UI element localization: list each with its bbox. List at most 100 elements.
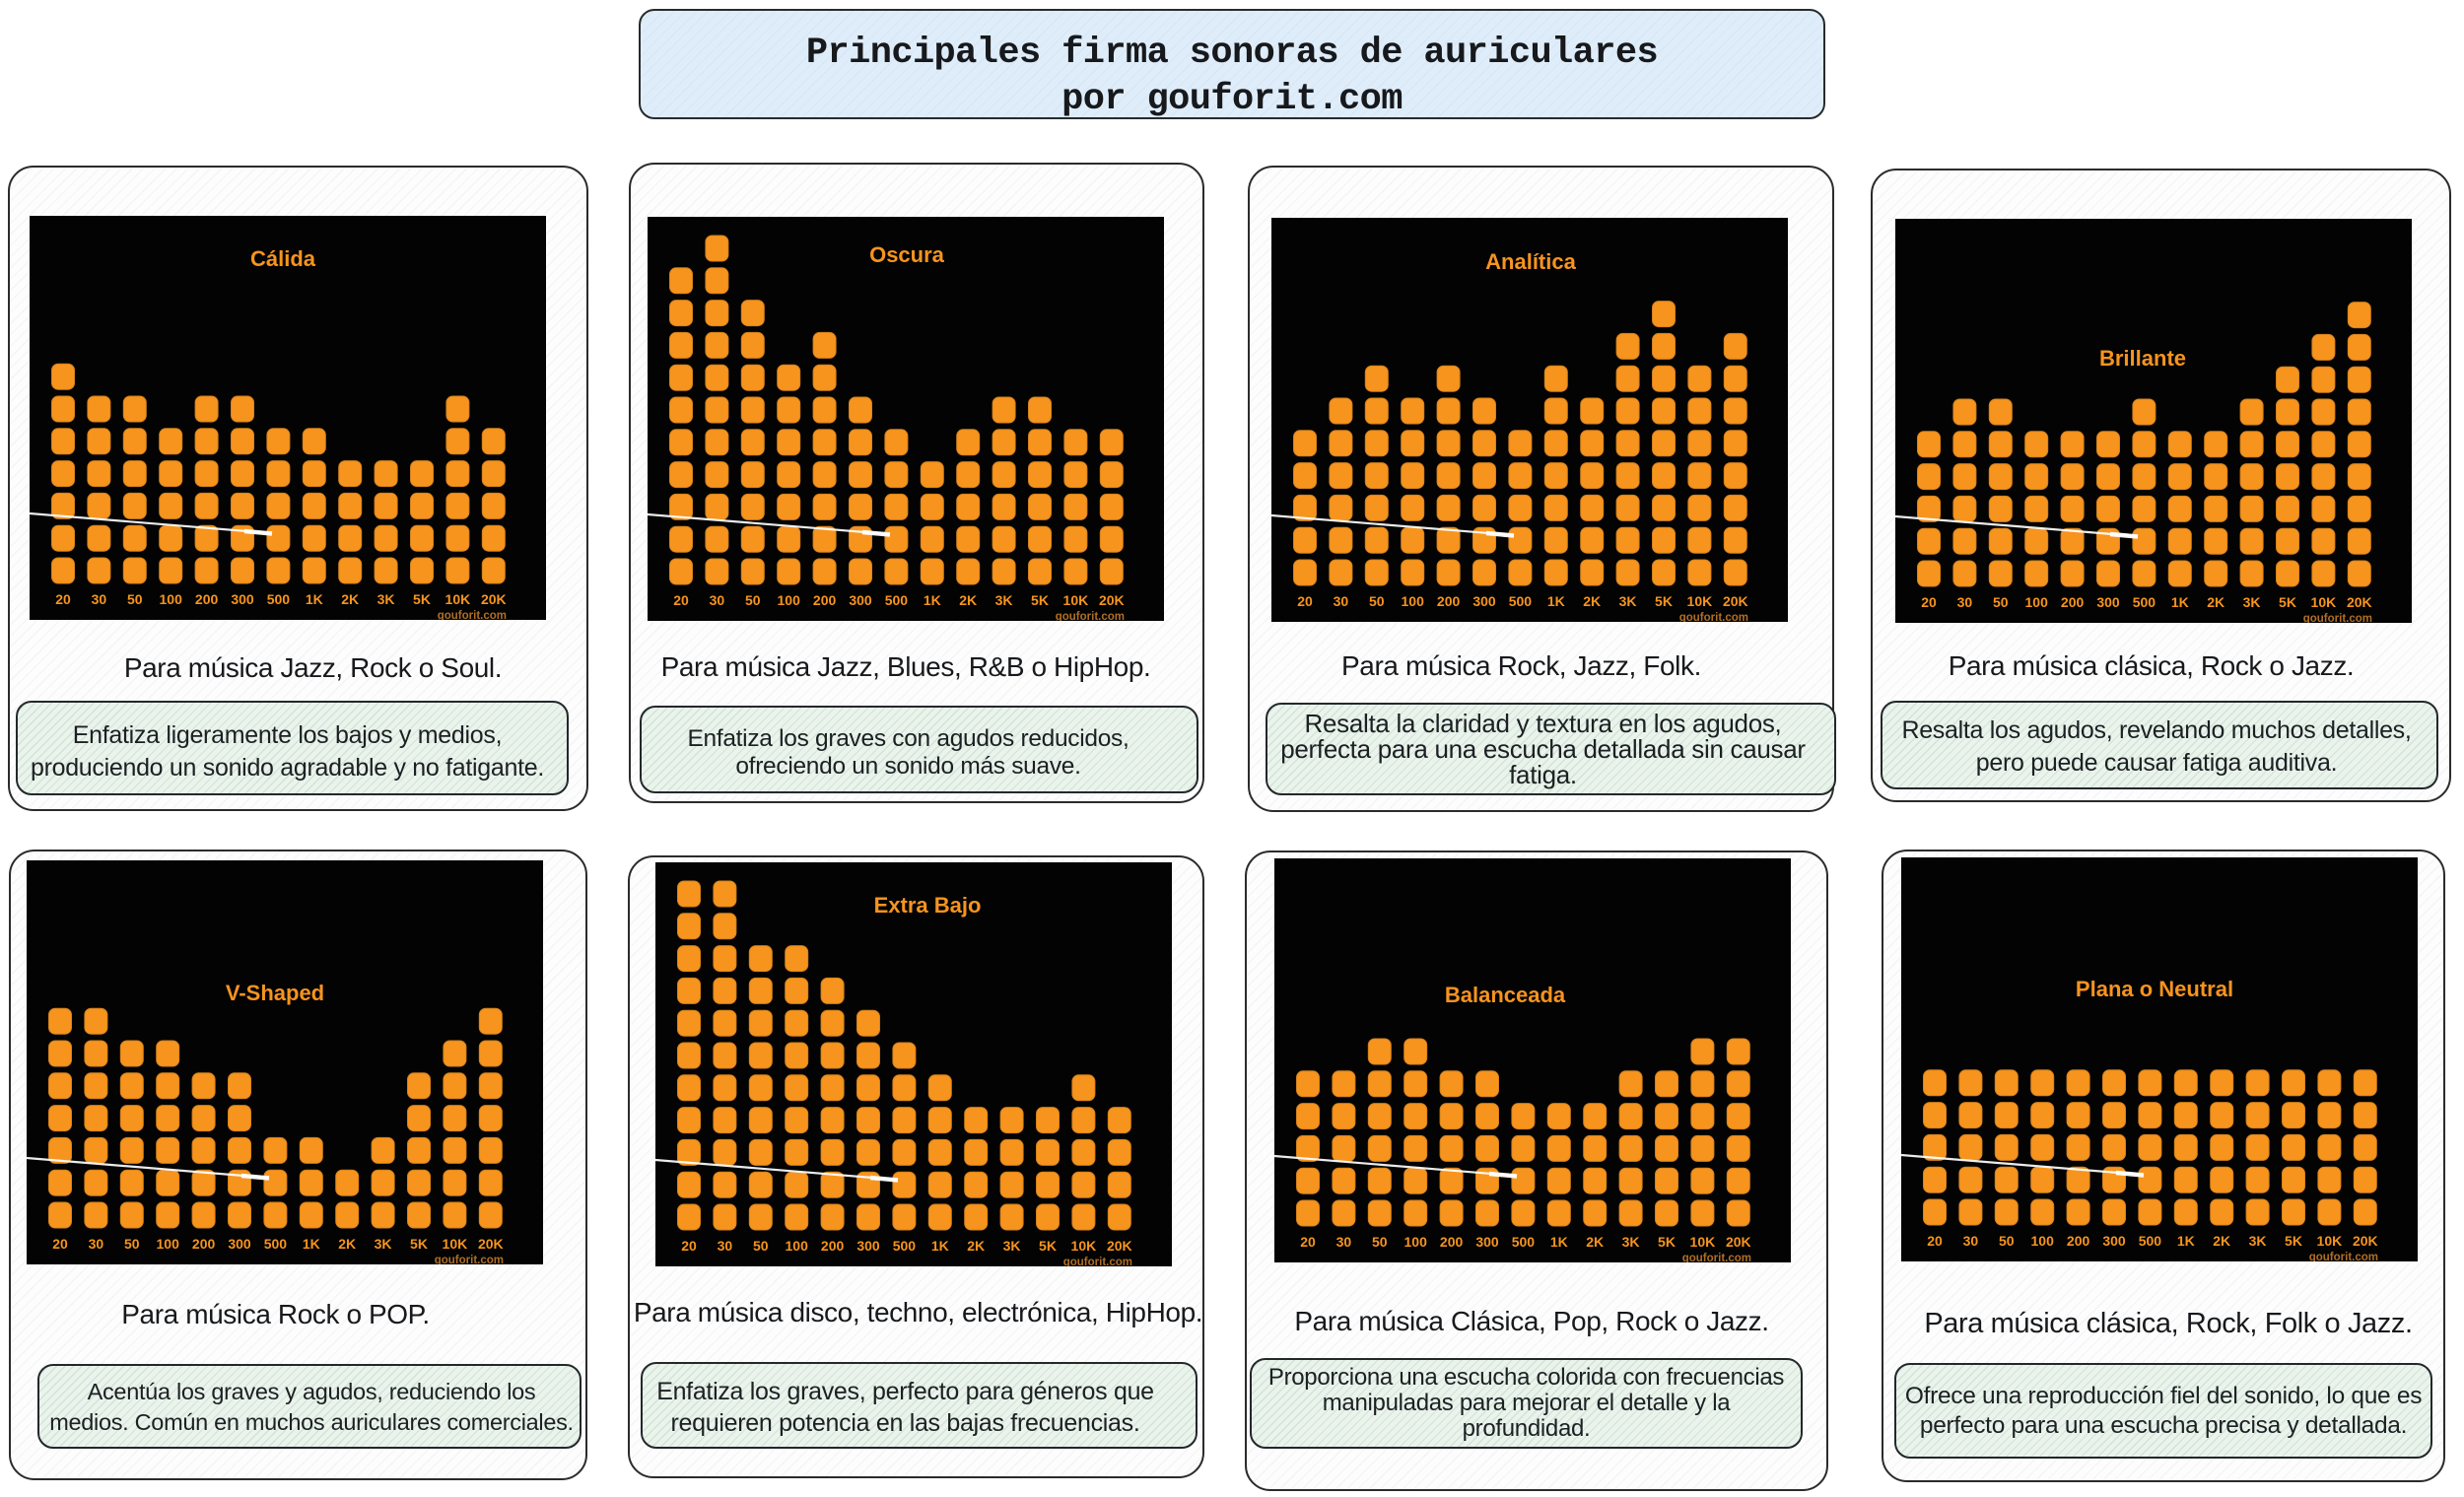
- svg-text:3K: 3K: [1619, 593, 1637, 609]
- svg-text:50: 50: [127, 591, 143, 607]
- svg-text:Cálida: Cálida: [250, 246, 316, 271]
- svg-text:200: 200: [192, 1236, 216, 1252]
- svg-text:Oscura: Oscura: [869, 242, 945, 267]
- svg-text:50: 50: [1999, 1233, 2015, 1249]
- svg-text:20K: 20K: [478, 1236, 504, 1252]
- svg-text:5K: 5K: [2279, 594, 2296, 610]
- svg-text:20: 20: [1927, 1233, 1943, 1249]
- svg-text:5K: 5K: [1658, 1234, 1676, 1250]
- svg-text:Balanceada: Balanceada: [1445, 983, 1566, 1007]
- svg-text:10K: 10K: [2311, 594, 2337, 610]
- svg-text:3K: 3K: [995, 592, 1013, 608]
- svg-text:2K: 2K: [338, 1236, 356, 1252]
- svg-text:V-Shaped: V-Shaped: [226, 981, 324, 1005]
- svg-text:300: 300: [228, 1236, 251, 1252]
- svg-text:500: 500: [2139, 1233, 2162, 1249]
- svg-text:300: 300: [849, 592, 872, 608]
- svg-text:5K: 5K: [1039, 1238, 1057, 1254]
- svg-text:1K: 1K: [2177, 1233, 2195, 1249]
- svg-text:200: 200: [1437, 593, 1461, 609]
- svg-text:gouforit.com: gouforit.com: [1063, 1257, 1132, 1266]
- svg-text:1K: 1K: [1547, 593, 1565, 609]
- svg-text:100: 100: [157, 1236, 180, 1252]
- svg-text:1K: 1K: [303, 1236, 320, 1252]
- svg-text:50: 50: [124, 1236, 140, 1252]
- svg-text:2K: 2K: [959, 592, 977, 608]
- svg-text:1K: 1K: [1550, 1234, 1568, 1250]
- svg-text:gouforit.com: gouforit.com: [435, 1255, 504, 1264]
- svg-text:100: 100: [1402, 593, 1425, 609]
- svg-text:20: 20: [1297, 593, 1313, 609]
- svg-text:20: 20: [1921, 594, 1937, 610]
- svg-text:10K: 10K: [1690, 1234, 1716, 1250]
- svg-text:3K: 3K: [1622, 1234, 1640, 1250]
- svg-text:10K: 10K: [1071, 1238, 1097, 1254]
- svg-text:20: 20: [1300, 1234, 1316, 1250]
- svg-text:Brillante: Brillante: [2099, 346, 2186, 371]
- svg-text:1K: 1K: [924, 592, 941, 608]
- svg-text:2K: 2K: [2207, 594, 2224, 610]
- svg-text:20: 20: [681, 1238, 697, 1254]
- svg-text:300: 300: [2096, 594, 2120, 610]
- svg-text:30: 30: [89, 1236, 104, 1252]
- svg-text:200: 200: [2061, 594, 2085, 610]
- svg-text:30: 30: [1963, 1233, 1979, 1249]
- svg-text:1K: 1K: [2171, 594, 2189, 610]
- svg-text:5K: 5K: [413, 591, 431, 607]
- svg-text:Plana o Neutral: Plana o Neutral: [2076, 977, 2233, 1001]
- svg-text:10K: 10K: [443, 1236, 468, 1252]
- svg-text:100: 100: [2025, 594, 2049, 610]
- svg-text:10K: 10K: [445, 591, 471, 607]
- svg-text:2K: 2K: [1586, 1234, 1604, 1250]
- svg-text:200: 200: [821, 1238, 845, 1254]
- svg-text:100: 100: [778, 592, 801, 608]
- svg-text:50: 50: [1993, 594, 2009, 610]
- svg-text:200: 200: [2067, 1233, 2090, 1249]
- svg-text:100: 100: [2031, 1233, 2055, 1249]
- svg-text:gouforit.com: gouforit.com: [1056, 611, 1125, 621]
- svg-text:200: 200: [813, 592, 837, 608]
- svg-text:Extra Bajo: Extra Bajo: [874, 893, 982, 918]
- svg-text:gouforit.com: gouforit.com: [2303, 613, 2372, 623]
- svg-text:gouforit.com: gouforit.com: [1679, 612, 1748, 622]
- svg-text:100: 100: [160, 591, 183, 607]
- svg-text:gouforit.com: gouforit.com: [438, 610, 507, 620]
- svg-text:20K: 20K: [2347, 594, 2372, 610]
- svg-text:3K: 3K: [2243, 594, 2261, 610]
- svg-text:10K: 10K: [2317, 1233, 2343, 1249]
- svg-text:50: 50: [1372, 1234, 1388, 1250]
- svg-text:30: 30: [1957, 594, 1973, 610]
- svg-text:30: 30: [718, 1238, 733, 1254]
- svg-text:300: 300: [1475, 1234, 1499, 1250]
- svg-text:500: 500: [885, 592, 909, 608]
- svg-text:gouforit.com: gouforit.com: [2309, 1252, 2378, 1261]
- svg-text:20K: 20K: [1099, 592, 1125, 608]
- svg-text:3K: 3K: [375, 1236, 392, 1252]
- svg-text:30: 30: [710, 592, 725, 608]
- svg-text:20K: 20K: [1107, 1238, 1132, 1254]
- svg-text:3K: 3K: [2249, 1233, 2267, 1249]
- svg-text:1K: 1K: [931, 1238, 949, 1254]
- svg-text:30: 30: [1334, 593, 1349, 609]
- svg-text:2K: 2K: [341, 591, 359, 607]
- svg-text:50: 50: [745, 592, 761, 608]
- svg-text:50: 50: [1369, 593, 1385, 609]
- svg-text:Analítica: Analítica: [1485, 249, 1576, 274]
- svg-text:300: 300: [231, 591, 254, 607]
- svg-text:30: 30: [1336, 1234, 1352, 1250]
- svg-text:30: 30: [92, 591, 107, 607]
- svg-text:300: 300: [1472, 593, 1496, 609]
- svg-text:500: 500: [893, 1238, 917, 1254]
- svg-text:gouforit.com: gouforit.com: [1682, 1253, 1751, 1262]
- svg-text:20: 20: [52, 1236, 68, 1252]
- svg-text:5K: 5K: [1655, 593, 1673, 609]
- svg-text:5K: 5K: [410, 1236, 428, 1252]
- svg-text:300: 300: [2102, 1233, 2126, 1249]
- svg-text:500: 500: [1512, 1234, 1536, 1250]
- svg-text:20K: 20K: [1723, 593, 1748, 609]
- svg-text:200: 200: [195, 591, 219, 607]
- svg-text:500: 500: [2133, 594, 2156, 610]
- svg-text:2K: 2K: [2213, 1233, 2230, 1249]
- svg-text:2K: 2K: [967, 1238, 985, 1254]
- svg-text:5K: 5K: [1031, 592, 1049, 608]
